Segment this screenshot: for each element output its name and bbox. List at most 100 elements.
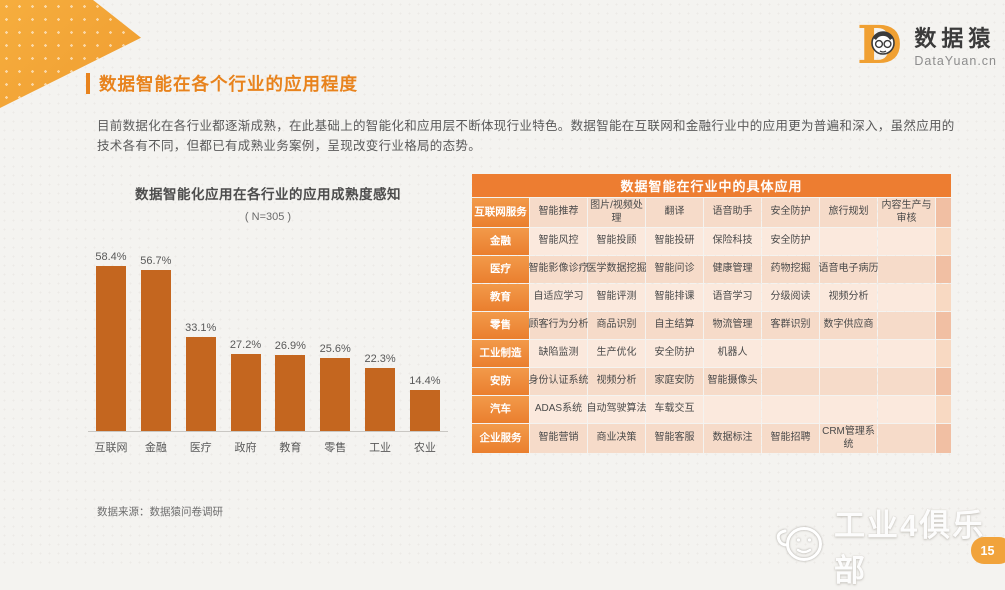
table-cell: 健康管理 <box>704 256 761 283</box>
table-cell <box>820 228 877 255</box>
bar <box>320 358 351 431</box>
table-cell: 智能评测 <box>588 284 645 311</box>
table-cell: 缺陷监测 <box>530 340 587 367</box>
table-cell: 智能推荐 <box>530 198 587 227</box>
table-cell <box>762 340 819 367</box>
table-row: 汽车 ADAS系统 自动驾驶算法 车载交互 <box>472 396 951 423</box>
table-cell <box>878 396 935 423</box>
table-cell <box>878 228 935 255</box>
table-cell: 保险科技 <box>704 228 761 255</box>
table-cell: 视频分析 <box>588 368 645 395</box>
table-cell <box>762 368 819 395</box>
logo-name: 数据猿 <box>914 25 996 51</box>
table-cell: 视频分析 <box>820 284 877 311</box>
table-cell: 智能招聘 <box>762 424 819 453</box>
table-cell: 客群识别 <box>762 312 819 339</box>
table-row: 医疗 智能影像诊疗 医学数据挖掘 智能问诊 健康管理 药物挖掘 语音电子病历 <box>472 256 951 283</box>
table-cell: 智能客服 <box>646 424 703 453</box>
table-cell: 智能摄像头 <box>704 368 761 395</box>
watermark: 工业4俱乐部 <box>772 500 1005 590</box>
table-cell: 内容生产与审核 <box>878 198 935 227</box>
bar <box>96 266 126 431</box>
table-row: 企业服务 智能营销 商业决策 智能客服 数据标注 智能招聘 CRM管理系统 <box>472 424 951 453</box>
bar-category-label: 金融 <box>144 442 167 454</box>
table-cell <box>878 312 935 339</box>
table-cell: ADAS系统 <box>530 396 587 423</box>
bar-value-label: 22.3% <box>364 353 396 365</box>
table-cell: 生产优化 <box>588 340 645 367</box>
table-cell: 商品识别 <box>588 312 645 339</box>
table-edge-cell <box>936 256 951 283</box>
table-cell <box>820 340 877 367</box>
table-cell: 语音学习 <box>704 284 761 311</box>
table-row: 金融 智能风控 智能投顾 智能投研 保险科技 安全防护 <box>472 228 951 255</box>
table-cell: 商业决策 <box>588 424 645 453</box>
table-row: 教育 自适应学习 智能评测 智能排课 语音学习 分级阅读 视频分析 <box>472 284 951 311</box>
datayuan-logo-d-icon: D <box>856 15 908 76</box>
chart-title: 数据智能化应用在各行业的应用成熟度感知 <box>135 187 401 202</box>
title-accent-bar <box>86 73 90 94</box>
table-cell: 自适应学习 <box>530 284 587 311</box>
bar-group: 27.2% <box>225 339 267 431</box>
bar-category-label: 教育 <box>279 442 302 454</box>
wechat-chat-face-icon <box>772 521 826 570</box>
row-label: 教育 <box>472 284 529 311</box>
bar-category-label: 农业 <box>413 442 436 454</box>
table-cell: 安全防护 <box>646 340 703 367</box>
bar-group: 56.7% <box>135 255 177 431</box>
table-cell <box>820 368 877 395</box>
table-cell: 智能投顾 <box>588 228 645 255</box>
bar-category-label: 互联网 <box>94 442 128 454</box>
table-edge-cell <box>936 424 951 453</box>
table-cell: 自主结算 <box>646 312 703 339</box>
table-cell: 语音电子病历 <box>819 256 879 283</box>
table-row: 互联网服务 智能推荐 图片/视频处理 翻译 语音助手 安全防护 旅行规划 内容生产与审核 <box>472 198 951 227</box>
row-label: 零售 <box>472 312 529 339</box>
data-source-note: 数据来源：数据猿问卷调研 <box>97 506 223 518</box>
table-cell: 车载交互 <box>646 396 703 423</box>
bar-group: 22.3% <box>359 353 401 431</box>
row-label: 互联网服务 <box>472 198 529 227</box>
table-edge-cell <box>936 228 951 255</box>
table-cell: 自动驾驶算法 <box>587 396 647 423</box>
table-cell: 智能投研 <box>646 228 703 255</box>
table-cell: 安全防护 <box>762 228 819 255</box>
table-cell: 分级阅读 <box>762 284 819 311</box>
table-cell: 语音助手 <box>704 198 761 227</box>
table-cell <box>878 424 935 453</box>
table-cell: 顾客行为分析 <box>529 312 589 339</box>
bar <box>409 390 440 431</box>
table-cell: 药物挖掘 <box>762 256 819 283</box>
table-cell: 智能营销 <box>530 424 587 453</box>
table-edge-cell <box>936 284 951 311</box>
row-label: 医疗 <box>472 256 529 283</box>
table-body: 互联网服务 智能推荐 图片/视频处理 翻译 语音助手 安全防护 旅行规划 内容生产与审核 金融智… <box>472 198 951 453</box>
bar-value-label: 26.9% <box>274 340 306 352</box>
bar-value-label: 56.7% <box>140 255 172 267</box>
chart-subtitle: ( N=305 ) <box>244 211 292 223</box>
row-label: 金融 <box>472 228 529 255</box>
bar-value-label: 27.2% <box>229 339 262 351</box>
bar-group: 14.4% <box>404 375 446 431</box>
table-cell: 翻译 <box>646 198 703 227</box>
bar <box>185 337 216 431</box>
logo-domain: DataYuan.cn <box>914 53 997 68</box>
table-cell <box>878 284 935 311</box>
bar-group: 26.9% <box>269 340 311 431</box>
bar-category-label: 零售 <box>324 442 347 454</box>
page-title-text: 数据智能在各个行业的应用程度 <box>99 74 358 94</box>
table-cell: CRM管理系统 <box>820 424 877 453</box>
page-number-badge: 15 <box>971 537 1005 564</box>
bar <box>140 270 171 431</box>
bar-group: 58.4% <box>90 251 132 431</box>
table-edge-cell <box>936 340 951 367</box>
table-edge-cell <box>936 312 951 339</box>
table-row: 工业制造 缺陷监测 生产优化 安全防护 机器人 <box>472 340 951 367</box>
row-label: 工业制造 <box>472 340 529 367</box>
table-cell: 医学数据挖掘 <box>587 256 647 283</box>
bar-value-label: 25.6% <box>319 343 351 355</box>
bar-categories: 互联网 金融 医疗 政府 教育 零售 工业 农业 <box>88 439 448 455</box>
table-edge-cell <box>936 198 951 227</box>
bar-value-label: 33.1% <box>185 322 217 334</box>
table-cell: 数据标注 <box>704 424 761 453</box>
